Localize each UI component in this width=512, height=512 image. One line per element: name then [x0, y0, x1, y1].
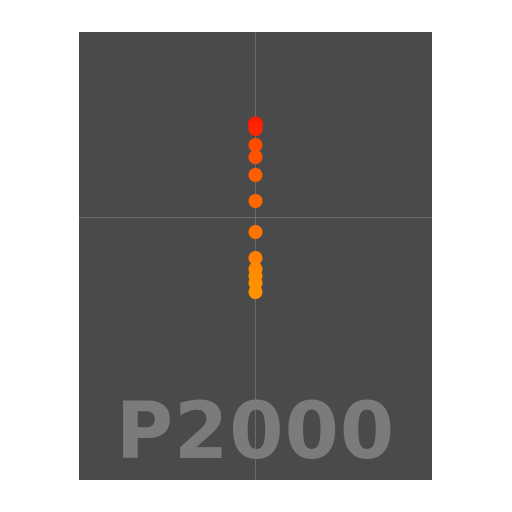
viewport-panel[interactable]: P2000: [79, 32, 432, 480]
point-marker: [248, 150, 263, 164]
point-marker: [248, 168, 263, 182]
point-marker: [248, 225, 263, 239]
crosshair-horizontal-line: [79, 217, 432, 218]
point-marker: [248, 285, 263, 299]
point-marker: [248, 251, 263, 265]
model-label: P2000: [115, 387, 396, 477]
point-trail: [248, 116, 263, 299]
point-marker: [248, 138, 263, 152]
point-marker: [248, 194, 263, 208]
point-marker: [248, 122, 263, 136]
